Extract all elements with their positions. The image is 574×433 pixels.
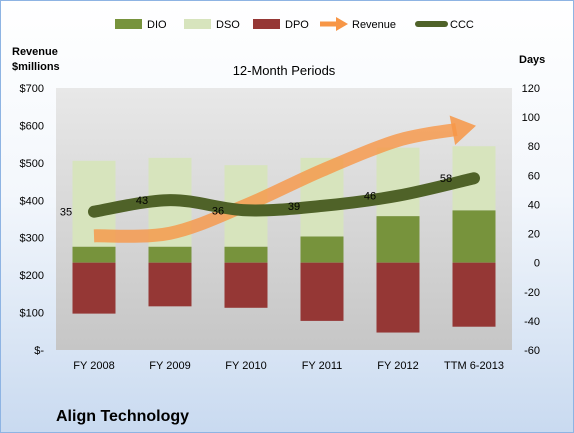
left-axis-tick-label: $500 xyxy=(20,158,44,170)
legend-label-dio: DIO xyxy=(147,19,167,31)
ccc-data-label: 46 xyxy=(364,191,376,203)
line-series xyxy=(88,115,480,243)
ccc-line xyxy=(88,172,480,218)
category-tick-label: FY 2009 xyxy=(149,360,190,372)
revenue-arrowhead xyxy=(449,115,476,145)
right-axis-tick-label: -20 xyxy=(524,287,540,299)
category-tick-label: TTM 6-2013 xyxy=(444,360,504,372)
right-axis-tick-label: -40 xyxy=(524,316,540,328)
category-tick-label: FY 2008 xyxy=(73,360,114,372)
ccc-data-label: 58 xyxy=(440,173,452,185)
left-axis-tick-label: $400 xyxy=(20,195,44,207)
ccc-data-label: 36 xyxy=(212,205,224,217)
bar-dio xyxy=(224,246,268,263)
right-axis-ticks: -60 -40 -20 0 20 40 60 80 100 120 xyxy=(522,83,540,357)
bar-dpo xyxy=(452,262,496,327)
left-axis-tick-label: $600 xyxy=(20,120,44,132)
legend-label-revenue: Revenue xyxy=(352,19,396,31)
bar-dpo xyxy=(224,262,268,308)
left-axis-ticks: $- $100 $200 $300 $400 $500 $600 $700 xyxy=(20,83,45,357)
left-axis-label-line-1: Revenue xyxy=(12,46,58,58)
legend-swatch-dio xyxy=(115,19,142,29)
right-axis-tick-label: 100 xyxy=(522,112,540,124)
left-axis-tick-label: $- xyxy=(34,345,44,357)
right-axis-tick-label: 80 xyxy=(528,141,540,153)
right-axis-tick-label: 40 xyxy=(528,199,540,211)
ccc-data-label: 43 xyxy=(136,195,148,207)
legend-label-dpo: DPO xyxy=(285,19,309,31)
bar-dpo xyxy=(300,262,344,321)
data-labels: 35 43 36 39 46 58 xyxy=(60,173,452,218)
bar-dio xyxy=(72,246,116,263)
left-axis-tick-label: $300 xyxy=(20,233,44,245)
company-name: Align Technology xyxy=(56,408,189,425)
chart-title: 12-Month Periods xyxy=(233,63,336,78)
left-axis-label-line-2: $millions xyxy=(12,61,60,73)
left-axis-tick-label: $700 xyxy=(20,83,44,95)
ccc-data-label: 35 xyxy=(60,207,72,219)
right-axis-tick-label: 60 xyxy=(528,170,540,182)
bar-dio xyxy=(452,210,496,263)
legend-swatch-dso xyxy=(184,19,211,29)
left-axis-tick-label: $200 xyxy=(20,270,44,282)
bar-dpo xyxy=(148,262,192,307)
category-tick-label: FY 2012 xyxy=(377,360,418,372)
right-axis-tick-label: 120 xyxy=(522,83,540,95)
bar-dpo xyxy=(376,262,420,333)
legend-label-ccc: CCC xyxy=(450,19,474,31)
left-axis-tick-label: $100 xyxy=(20,308,44,320)
right-axis-tick-label: 20 xyxy=(528,229,540,241)
legend-swatch-dpo xyxy=(253,19,280,29)
category-tick-label: FY 2010 xyxy=(225,360,266,372)
bar-dio xyxy=(376,216,420,263)
right-axis-label: Days xyxy=(519,54,545,66)
category-axis-ticks: FY 2008 FY 2009 FY 2010 FY 2011 FY 2012 TTM 6… xyxy=(73,360,504,372)
ccc-data-label: 39 xyxy=(288,201,300,213)
right-axis-tick-label: 0 xyxy=(534,258,540,270)
bar-dio xyxy=(300,236,344,263)
category-tick-label: FY 2011 xyxy=(302,360,343,372)
bar-dso xyxy=(376,147,420,217)
revenue-line xyxy=(93,123,458,243)
right-axis-tick-label: -60 xyxy=(524,345,540,357)
legend: DIO DSO DPO Revenue CCC xyxy=(115,17,474,31)
legend-label-dso: DSO xyxy=(216,19,240,31)
bar-dio xyxy=(148,246,192,263)
legend-swatch-revenue-arrow xyxy=(336,17,348,31)
bar-dpo xyxy=(72,262,116,314)
